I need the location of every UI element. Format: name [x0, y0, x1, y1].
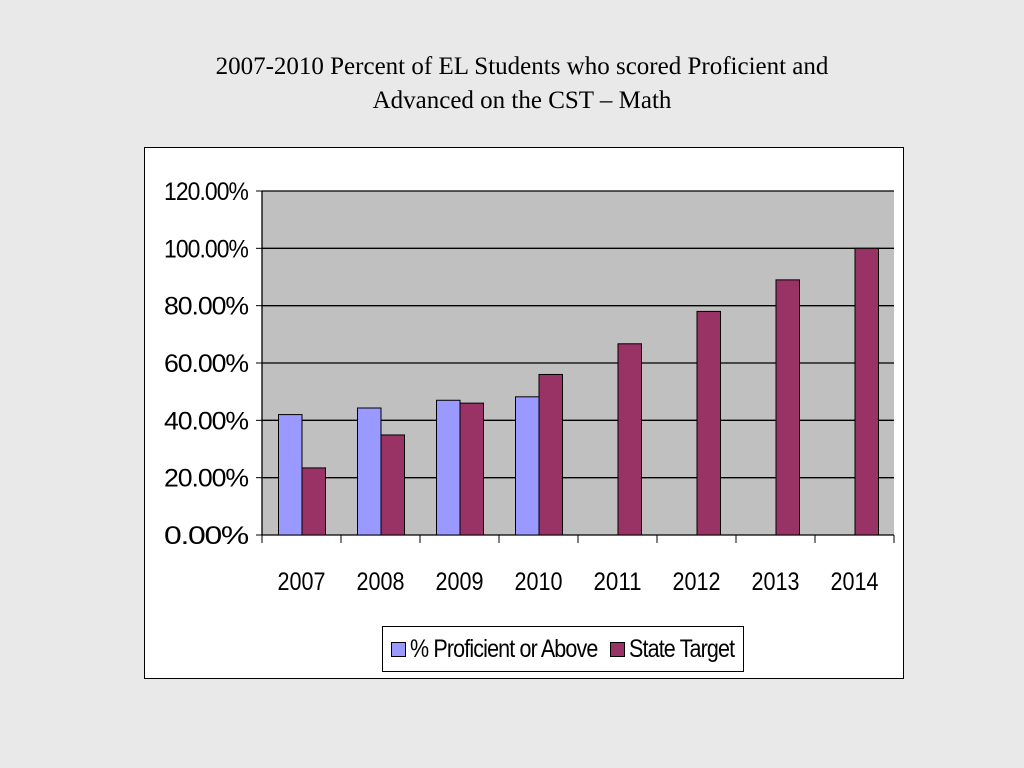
y-tick-label: 60.00%: [164, 350, 249, 378]
x-tick-label: 2014: [831, 568, 879, 596]
x-tick-label: 2010: [515, 568, 563, 596]
legend-item-state-target: State Target: [610, 635, 735, 664]
bar-chart: 0.00% 20.00% 40.00% 60.00% 80.00% 100.00% 120.…: [164, 178, 895, 596]
bar-state-target: [380, 434, 405, 536]
chart-frame: 0.00% 20.00% 40.00% 60.00% 80.00% 100.00% 120.…: [144, 147, 904, 679]
bar-state-target: [301, 467, 326, 536]
legend-swatch-proficient: [391, 641, 406, 657]
bar-proficient: [436, 399, 461, 536]
x-tick-label: 2007: [278, 568, 326, 596]
y-tick-label: 100.00%: [164, 235, 249, 263]
bar-state-target: [854, 247, 879, 536]
legend-label-state-target: State Target: [629, 634, 735, 663]
x-tick-label: 2009: [436, 568, 484, 596]
legend-item-proficient: % Proficient or Above: [391, 635, 600, 664]
y-tick-label: 0.00%: [164, 522, 249, 550]
x-tick-label: 2013: [752, 568, 800, 596]
chart-title-line-2: Advanced on the CST – Math: [372, 87, 672, 114]
legend-swatch-state-target: [610, 641, 626, 657]
x-tick-label: 2011: [594, 568, 642, 596]
x-tick-label: 2008: [357, 568, 405, 596]
chart-title-line-1: 2007-2010 Percent of EL Students who sco…: [215, 53, 829, 80]
bar-state-target: [617, 343, 642, 536]
x-tick-label: 2012: [673, 568, 721, 596]
y-tick-label: 120.00%: [164, 178, 249, 206]
legend-label-proficient: % Proficient or Above: [410, 634, 598, 663]
bar-state-target: [538, 373, 563, 536]
bar-proficient: [278, 414, 303, 536]
bar-state-target: [459, 402, 484, 536]
bar-state-target: [696, 310, 721, 536]
y-tick-label: 80.00%: [164, 293, 249, 321]
bar-proficient: [357, 407, 382, 536]
bar-proficient: [515, 396, 540, 536]
chart-title: 2007-2010 Percent of EL Students who sco…: [112, 50, 932, 118]
bar-state-target: [775, 279, 800, 536]
y-tick-label: 40.00%: [164, 407, 249, 435]
chart-legend: % Proficient or Above State Target: [382, 626, 745, 672]
y-tick-label: 20.00%: [164, 465, 249, 493]
